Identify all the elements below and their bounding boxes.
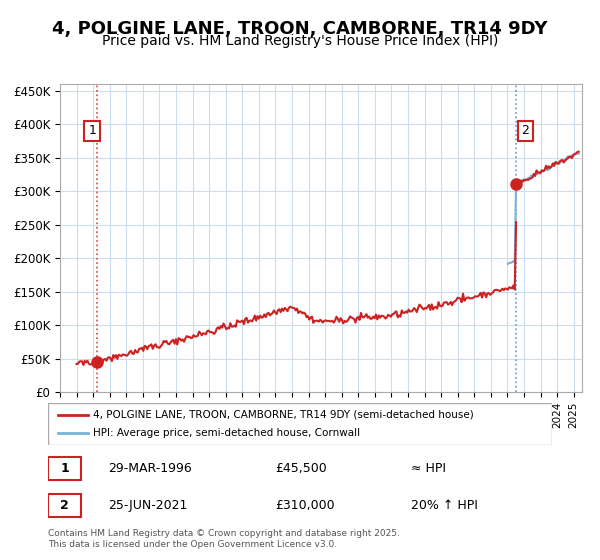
Text: 25-JUN-2021: 25-JUN-2021 — [109, 499, 188, 512]
FancyBboxPatch shape — [48, 494, 81, 517]
Text: Price paid vs. HM Land Registry's House Price Index (HPI): Price paid vs. HM Land Registry's House … — [102, 34, 498, 48]
Text: Contains HM Land Registry data © Crown copyright and database right 2025.
This d: Contains HM Land Registry data © Crown c… — [48, 529, 400, 549]
Text: 2: 2 — [60, 499, 69, 512]
Text: 4, POLGINE LANE, TROON, CAMBORNE, TR14 9DY: 4, POLGINE LANE, TROON, CAMBORNE, TR14 9… — [52, 20, 548, 38]
Text: £45,500: £45,500 — [275, 462, 326, 475]
FancyBboxPatch shape — [48, 457, 81, 480]
FancyBboxPatch shape — [48, 403, 552, 445]
Text: ≈ HPI: ≈ HPI — [411, 462, 446, 475]
Text: 2: 2 — [521, 124, 529, 137]
Text: 1: 1 — [88, 124, 96, 137]
Text: 29-MAR-1996: 29-MAR-1996 — [109, 462, 192, 475]
Text: £310,000: £310,000 — [275, 499, 334, 512]
Text: 20% ↑ HPI: 20% ↑ HPI — [411, 499, 478, 512]
Text: 4, POLGINE LANE, TROON, CAMBORNE, TR14 9DY (semi-detached house): 4, POLGINE LANE, TROON, CAMBORNE, TR14 9… — [94, 410, 474, 420]
Text: HPI: Average price, semi-detached house, Cornwall: HPI: Average price, semi-detached house,… — [94, 428, 361, 438]
Text: 1: 1 — [60, 462, 69, 475]
